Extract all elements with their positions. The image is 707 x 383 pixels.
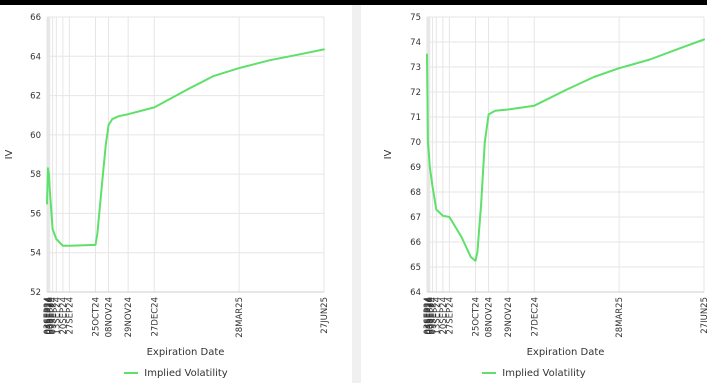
x-tick-label: 08NOV24 (485, 297, 495, 337)
x-axis-label: Expiration Date (527, 347, 605, 358)
y-tick-label: 71 (410, 113, 421, 123)
chart-panel-right: 64 65 66 67 68 69 70 71 72 73 74 75 03SEP24 04SEP24 05… (361, 5, 707, 383)
y-tick-label: 74 (410, 38, 421, 48)
y-axis-label: IV (383, 149, 394, 159)
y-tick-label: 52 (30, 288, 41, 298)
x-tick-label: 08NOV24 (105, 297, 115, 337)
y-tick-label: 75 (410, 13, 421, 23)
x-axis-label: Expiration Date (147, 347, 225, 358)
x-tick-label: 27JUN25 (700, 297, 707, 334)
x-tick-label: 28MAR25 (615, 297, 625, 338)
y-tick-label: 68 (410, 188, 421, 198)
x-tick-label: 04SEP24 (424, 297, 434, 335)
chart-right: 64 65 66 67 68 69 70 71 72 73 74 75 03SEP2404SEP2405… (383, 13, 707, 358)
legend-label: Implied Volatility (502, 367, 586, 379)
x-tick-label: 27SEP24 (445, 297, 455, 335)
x-tick-label: 03SEP24 (43, 297, 53, 335)
x-tick-label: 29NOV24 (124, 297, 134, 337)
y-tick-label: 64 (30, 52, 41, 62)
x-tick-label: 06SEP24 (426, 297, 436, 335)
x-tick-label: 05SEP24 (425, 297, 435, 335)
x-tick-label: 28MAR25 (235, 297, 245, 338)
legend-label: Implied Volatility (144, 367, 228, 379)
x-tick-label: 03SEP24 (423, 297, 433, 335)
chart-left: 52 54 56 58 60 62 64 66 03SEP2404SEP2405SEP2406S… (4, 13, 330, 358)
x-tick-label: 05SEP24 (45, 297, 55, 335)
chart-panel-left: 52 54 56 58 60 62 64 66 03SEP24 04SEP24 05SEP24 06S… (0, 5, 352, 383)
x-tick-label: 25OCT24 (471, 297, 481, 336)
x-tick-label: 20SEP24 (59, 297, 69, 335)
x-tick-label: 04SEP24 (44, 297, 54, 335)
y-tick-label: 67 (410, 213, 421, 223)
y-tick-label: 58 (30, 170, 41, 180)
y-tick-label: 65 (410, 263, 421, 273)
x-tick-label: 27DEC24 (530, 297, 540, 336)
y-tick-label: 56 (30, 209, 41, 219)
x-tick-label: 06SEP24 (46, 297, 56, 335)
x-tick-label: 13SEP24 (432, 297, 442, 335)
y-tick-label: 62 (30, 92, 41, 102)
legend-right[interactable]: Implied Volatility (361, 363, 707, 383)
x-tick-label: 25OCT24 (91, 297, 101, 336)
y-axis-label: IV (4, 149, 15, 159)
x-tick-label: 09SEP24 (429, 297, 439, 335)
y-tick-label: 69 (410, 163, 421, 173)
legend-line-icon (124, 372, 139, 374)
y-tick-label: 64 (410, 288, 421, 298)
y-tick-label: 60 (30, 131, 41, 141)
x-tick-label: 09SEP24 (49, 297, 59, 335)
y-tick-label: 66 (410, 238, 421, 248)
y-tick-label: 73 (410, 63, 421, 73)
series-line-implied-volatility[interactable] (426, 38, 705, 262)
y-tick-label: 72 (410, 88, 421, 98)
legend-line-icon (482, 372, 497, 374)
y-tick-label: 66 (30, 13, 41, 23)
top-bar (0, 0, 707, 5)
x-tick-label: 27SEP24 (65, 297, 75, 335)
legend-left[interactable]: Implied Volatility (0, 363, 352, 383)
y-tick-label: 70 (410, 138, 421, 148)
x-tick-label: 27JUN25 (320, 297, 330, 334)
x-tick-label: 27DEC24 (150, 297, 160, 336)
x-tick-label: 20SEP24 (439, 297, 449, 335)
y-tick-label: 54 (30, 249, 41, 259)
series-line-implied-volatility[interactable] (46, 48, 325, 247)
x-tick-label: 29NOV24 (504, 297, 514, 337)
x-tick-label: 13SEP24 (52, 297, 62, 335)
